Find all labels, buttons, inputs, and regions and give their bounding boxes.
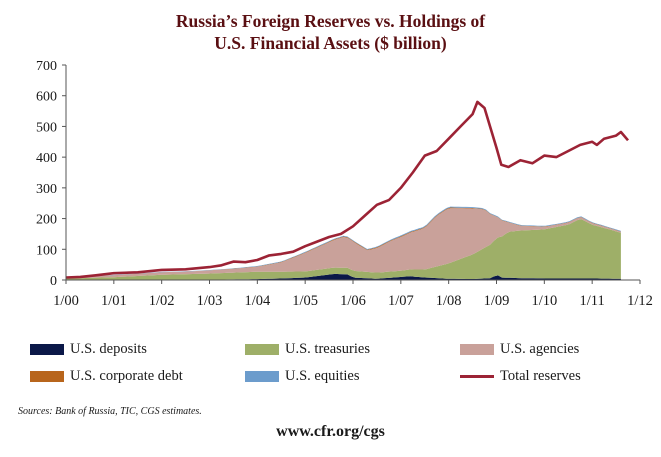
legend-label-us-corporate-debt: U.S. corporate debt [70, 367, 183, 384]
legend-swatch-us-treasuries [245, 343, 279, 355]
x-tick-label: 1/10 [531, 293, 557, 309]
chart-title-line-2: U.S. Financial Assets ($ billion) [214, 33, 447, 53]
area-u-s-treasuries [66, 219, 621, 280]
x-tick-label: 1/01 [101, 293, 127, 309]
legend-us-deposits: U.S. deposits [30, 341, 147, 357]
x-tick-label: 1/11 [580, 293, 605, 309]
area-u-s-deposits [66, 273, 621, 280]
y-tick-label: 400 [36, 151, 57, 166]
legend-total-reserves: Total reserves [460, 368, 581, 384]
legend-us-corporate-debt: U.S. corporate debt [30, 368, 183, 384]
legend-label-us-treasuries: U.S. treasuries [285, 340, 370, 357]
legend-us-treasuries: U.S. treasuries [245, 341, 370, 357]
x-tick-label: 1/00 [53, 293, 79, 309]
area-u-s-agencies [66, 208, 621, 279]
x-tick-label: 1/06 [340, 293, 366, 309]
y-tick-label: 500 [36, 120, 57, 135]
x-tick-label: 1/04 [244, 293, 271, 309]
y-tick-label: 100 [36, 243, 57, 258]
legend-us-agencies: U.S. agencies [460, 341, 579, 357]
legend-swatch-total-reserves [460, 374, 494, 378]
legend-swatch-us-corporate-debt [30, 370, 64, 382]
x-tick-label: 1/03 [197, 293, 223, 309]
chart-title: Russia’s Foreign Reserves vs. Holdings o… [0, 10, 661, 54]
y-tick-label: 600 [36, 90, 57, 105]
legend-label-us-agencies: U.S. agencies [500, 340, 580, 357]
legend-label-total-reserves: Total reserves [500, 367, 581, 384]
x-tick-label: 1/07 [388, 293, 414, 309]
line-total-reserves [65, 100, 629, 279]
legend-swatch-us-deposits [30, 343, 64, 355]
site-url: www.cfr.org/cgs [276, 423, 385, 440]
source-note: Sources: Bank of Russia, TIC, CGS estima… [18, 406, 202, 417]
legend-swatch-us-equities [245, 370, 279, 382]
y-tick-label: 200 [36, 213, 57, 228]
stacked-areas [66, 206, 621, 280]
y-tick-label: 300 [36, 182, 57, 197]
axes: 700 600 500 400 300 200 100 0 1/00 1/01 1/02 1/03 1/… [36, 59, 653, 309]
x-tick-label: 1/02 [149, 293, 175, 309]
chart-plot: 700 600 500 400 300 200 100 0 1/00 1/01 1/02 1/03 1/… [36, 59, 653, 309]
legend-us-equities: U.S. equities [245, 368, 360, 384]
x-tick-label: 1/09 [484, 293, 510, 309]
legend-label-us-equities: U.S. equities [285, 367, 360, 384]
x-tick-label: 1/05 [292, 293, 318, 309]
legend-label-us-deposits: U.S. deposits [70, 340, 147, 357]
x-tick-label: 1/08 [436, 293, 462, 309]
y-tick-label: 700 [36, 59, 57, 74]
legend-swatch-us-agencies [460, 343, 494, 355]
total-reserves-line-group [65, 100, 629, 279]
x-tick-label: 1/12 [627, 293, 653, 309]
chart-title-line-1: Russia’s Foreign Reserves vs. Holdings o… [175, 11, 486, 31]
y-tick-label: 0 [50, 274, 57, 289]
